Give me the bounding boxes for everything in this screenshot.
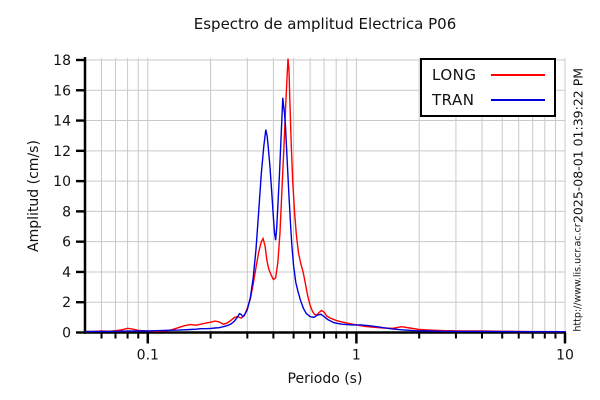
y-tick-label: 8: [62, 204, 71, 220]
legend-item-long: LONG: [422, 66, 554, 84]
series-curve-tran: [84, 97, 565, 333]
y-tick-label: 6: [62, 235, 71, 251]
y-tick-label: 16: [53, 83, 71, 99]
y-tick-label: 0: [62, 326, 71, 342]
x-axis-label: Periodo (s): [287, 371, 363, 387]
y-tick-label: 2: [62, 295, 71, 311]
legend-line-long-sample: [491, 74, 545, 77]
y-tick-label: 14: [53, 114, 71, 130]
y-axis-label: Amplitud (cm/s): [26, 140, 42, 252]
legend-box: LONG TRAN: [420, 58, 556, 117]
url-watermark: http://www.lis.ucr.ac.cr: [572, 223, 584, 332]
y-tick-label: 4: [62, 265, 71, 281]
legend-item-tran: TRAN: [422, 91, 554, 109]
legend-label-long: LONG: [432, 66, 477, 85]
chart-title: Espectro de amplitud Electrica P06: [193, 15, 457, 33]
x-tick-label: 0.1: [137, 348, 159, 364]
legend-line-tran-sample: [491, 98, 545, 101]
x-tick-label: 1: [352, 348, 361, 364]
x-tick-label: 10: [556, 348, 574, 364]
y-tick-label: 12: [53, 144, 71, 160]
y-tick-label: 18: [53, 53, 71, 69]
legend-label-tran: TRAN: [432, 90, 475, 109]
y-tick-label: 10: [53, 174, 71, 190]
timestamp-watermark: 2025-08-01 01:39:22 PM: [570, 67, 586, 224]
